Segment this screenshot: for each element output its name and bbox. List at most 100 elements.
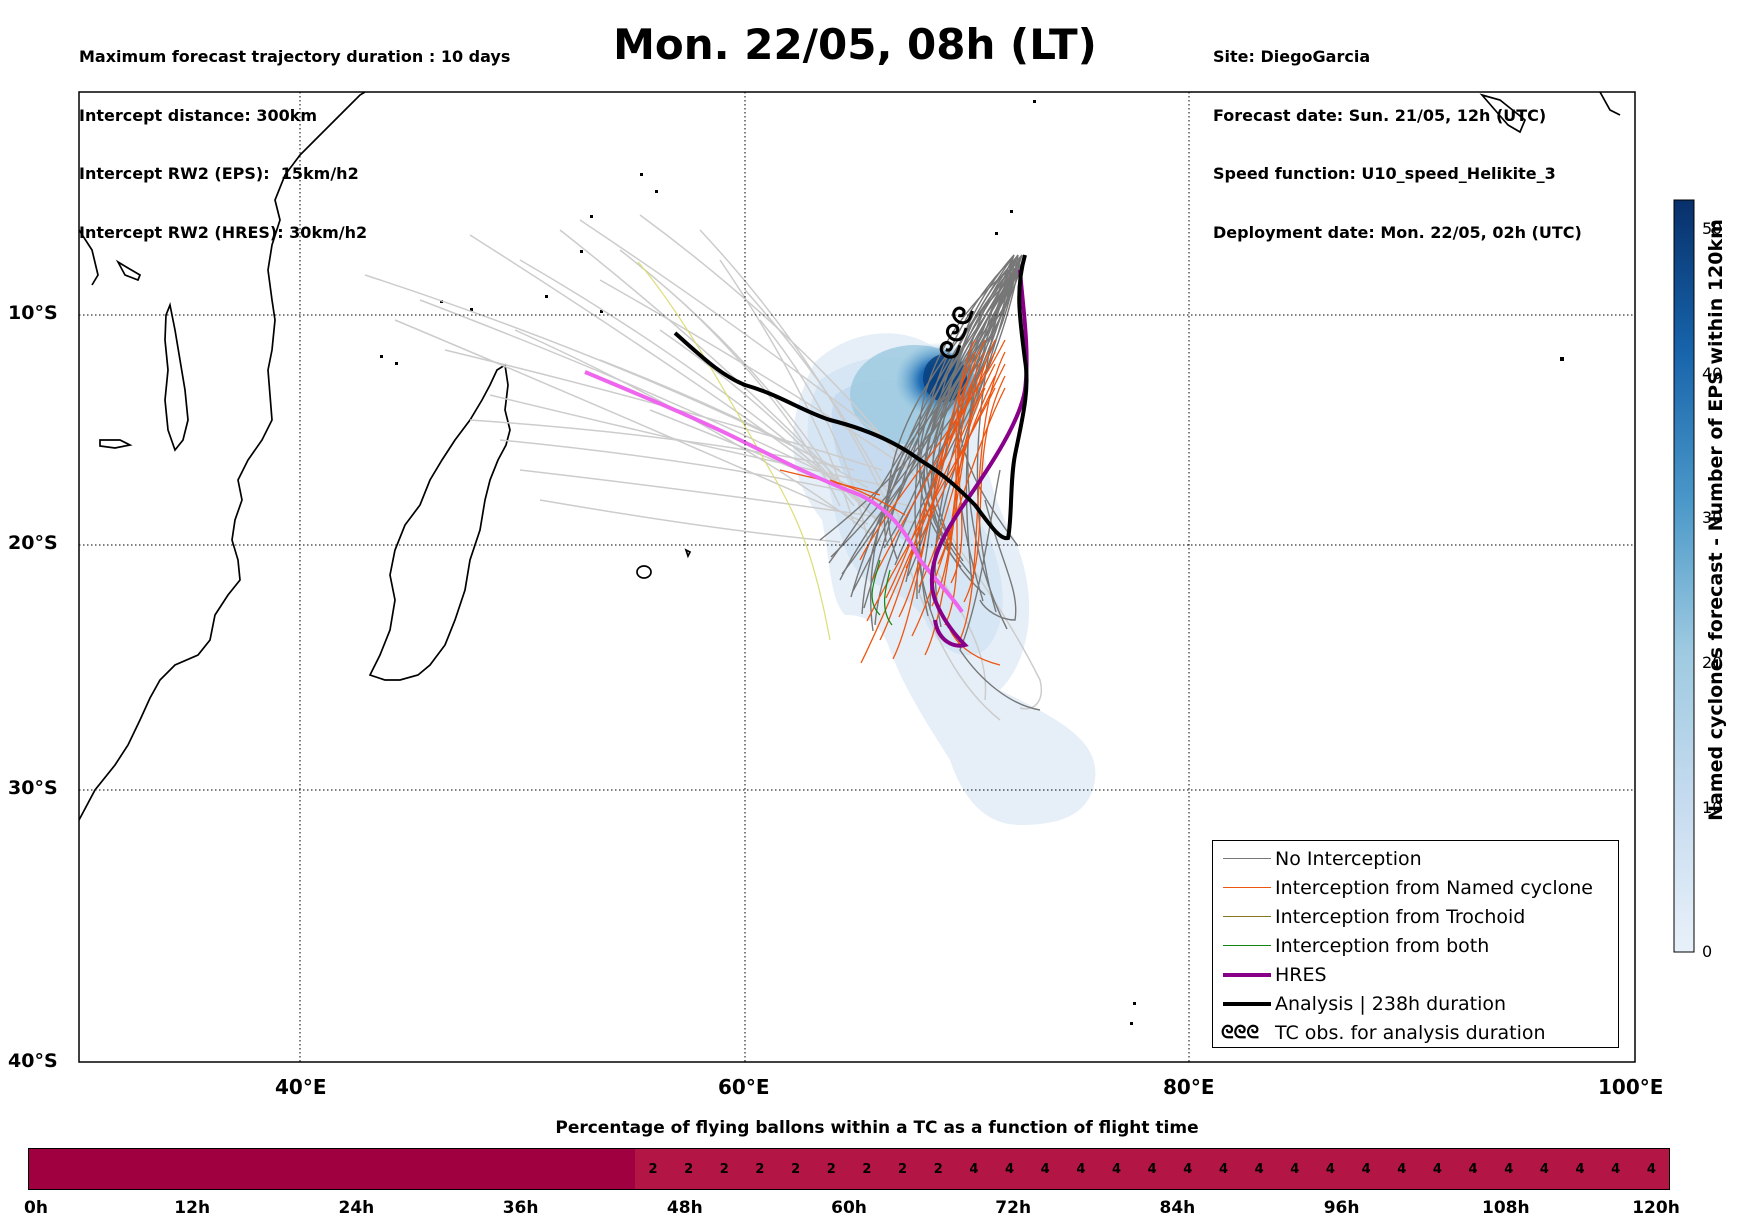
time-bar-cell: 2 [920, 1149, 957, 1189]
time-bar-cell: 4 [1063, 1149, 1099, 1189]
map-grid [79, 92, 1635, 1062]
colorbar-tick: 40 [1702, 364, 1723, 383]
header-left-line: Intercept RW2 (HRES): 30km/h2 [79, 222, 368, 242]
map-legend: No Interception Interception from Named … [1212, 840, 1619, 1048]
lat-label: 10°S [8, 302, 58, 324]
analysis-trajectory [673, 254, 1029, 541]
time-label: 0h [24, 1198, 48, 1218]
time-label: 24h [338, 1198, 375, 1218]
time-bar-cell: 4 [1134, 1149, 1170, 1189]
lon-label: 100°E [1598, 1075, 1664, 1099]
time-bar-cell [528, 1149, 564, 1189]
legend-item: Interception from Named cyclone [1213, 876, 1618, 900]
legend-label: HRES [1275, 964, 1327, 986]
lat-label: 30°S [8, 777, 58, 799]
trajectory-line [599, 359, 869, 489]
trajectory-line [950, 363, 976, 584]
legend-label: No Interception [1275, 848, 1422, 870]
time-bar-cell: 4 [1027, 1149, 1064, 1189]
header-right-info: Site: DiegoGarcia Forecast date: Sun. 21… [1213, 8, 1582, 262]
legend-swatch [1223, 945, 1271, 946]
lon-label: 40°E [275, 1075, 327, 1099]
trajectory-line [949, 629, 1001, 666]
time-bar-cell [207, 1149, 243, 1189]
trajectory-line [957, 258, 1017, 602]
time-bar-cell: 4 [1348, 1149, 1384, 1189]
legend-label: Interception from both [1275, 935, 1490, 957]
time-bar-cell [135, 1149, 172, 1189]
colorbar-tick: 50 [1702, 219, 1723, 238]
time-bar-cell [456, 1149, 493, 1189]
trajectory-line [639, 214, 925, 489]
time-bar-cell: 2 [849, 1149, 885, 1189]
trajectory-line [519, 469, 925, 525]
colorbar-tick: 0 [1702, 942, 1713, 961]
time-bar-title: Percentage of flying ballons within a TC… [555, 1118, 1199, 1138]
legend-item: No Interception [1213, 847, 1618, 871]
time-bar-cell: 2 [884, 1149, 921, 1189]
time-bar-cell: 4 [1526, 1149, 1563, 1189]
time-bar-cell [314, 1149, 350, 1189]
time-bar-cell: 4 [1205, 1149, 1242, 1189]
header-left-line: Maximum forecast trajectory duration : 1… [79, 47, 511, 66]
ensemble-trajectories-both [871, 559, 893, 626]
time-label: 60h [831, 1198, 867, 1218]
time-bar-cell: 4 [1383, 1149, 1420, 1189]
lat-label: 40°S [8, 1050, 58, 1072]
legend-swatch [1223, 973, 1271, 977]
trajectory-line [829, 479, 906, 516]
trajectory-line [870, 266, 1013, 632]
trajectory-line [923, 262, 1023, 551]
time-bar-cell: 4 [1276, 1149, 1313, 1189]
legend-swatch [1223, 916, 1271, 917]
ensemble-trajectories-trochoid [637, 261, 831, 641]
trajectory-line [860, 363, 996, 664]
legend-item: Interception from both [1213, 934, 1618, 958]
trajectory-line [489, 394, 897, 489]
trajectory-line [979, 499, 1017, 621]
header-right-line: Speed function: U10_speed_Helikite_3 [1213, 164, 1556, 183]
time-bar-cell [349, 1149, 386, 1189]
time-label: 96h [1323, 1198, 1360, 1218]
trajectory-line [879, 339, 986, 641]
tc-obs-icon: ᘓᘓᘓ [1221, 1022, 1260, 1043]
trajectory-line [599, 279, 911, 471]
time-bar-cell [278, 1149, 315, 1189]
header-right-line: Deployment date: Mon. 22/05, 02h (UTC) [1213, 222, 1582, 242]
trajectory-line [918, 375, 996, 588]
time-bar-cell [242, 1149, 279, 1189]
legend-item: HRES [1213, 963, 1618, 987]
legend-item: ᘓᘓᘓ TC obs. for analysis duration [1213, 1021, 1618, 1045]
trajectory-line [861, 262, 1015, 615]
time-bar-cell: 4 [1241, 1149, 1277, 1189]
trajectory-line [514, 329, 883, 543]
time-bar-cell: 4 [1490, 1149, 1527, 1189]
time-bar-cell: 4 [1455, 1149, 1491, 1189]
legend-label: Interception from Trochoid [1275, 906, 1526, 928]
small-islands [380, 100, 1564, 1025]
colorbar-tick: 30 [1702, 508, 1723, 527]
legend-label: TC obs. for analysis duration [1275, 1022, 1546, 1044]
time-bar-cell: 4 [1562, 1149, 1598, 1189]
lat-label: 20°S [8, 532, 58, 554]
page-title: Mon. 22/05, 08h (LT) [613, 20, 1097, 69]
time-bar-cell [171, 1149, 208, 1189]
colorbar-tick: 10 [1702, 798, 1723, 817]
time-bar-cell: 4 [991, 1149, 1028, 1189]
hres-trajectory-pink [584, 370, 964, 614]
time-bar-cell [492, 1149, 529, 1189]
time-bar-cell [64, 1149, 101, 1189]
lon-label: 80°E [1163, 1075, 1215, 1099]
time-label: 36h [502, 1198, 539, 1218]
time-bar-cell: 2 [635, 1149, 671, 1189]
header-right-line: Site: DiegoGarcia [1213, 47, 1371, 66]
trajectory-line [866, 387, 996, 622]
legend-label: Analysis | 238h duration [1275, 993, 1507, 1015]
header-left-info: Maximum forecast trajectory duration : 1… [79, 8, 510, 262]
time-bar-cell: 2 [742, 1149, 778, 1189]
map-frame [78, 91, 1636, 1063]
time-bar-cell: 2 [706, 1149, 743, 1189]
legend-item: Analysis | 238h duration [1213, 992, 1618, 1016]
time-bar-cell: 2 [777, 1149, 814, 1189]
header-left-line: Intercept distance: 300km [79, 105, 318, 125]
